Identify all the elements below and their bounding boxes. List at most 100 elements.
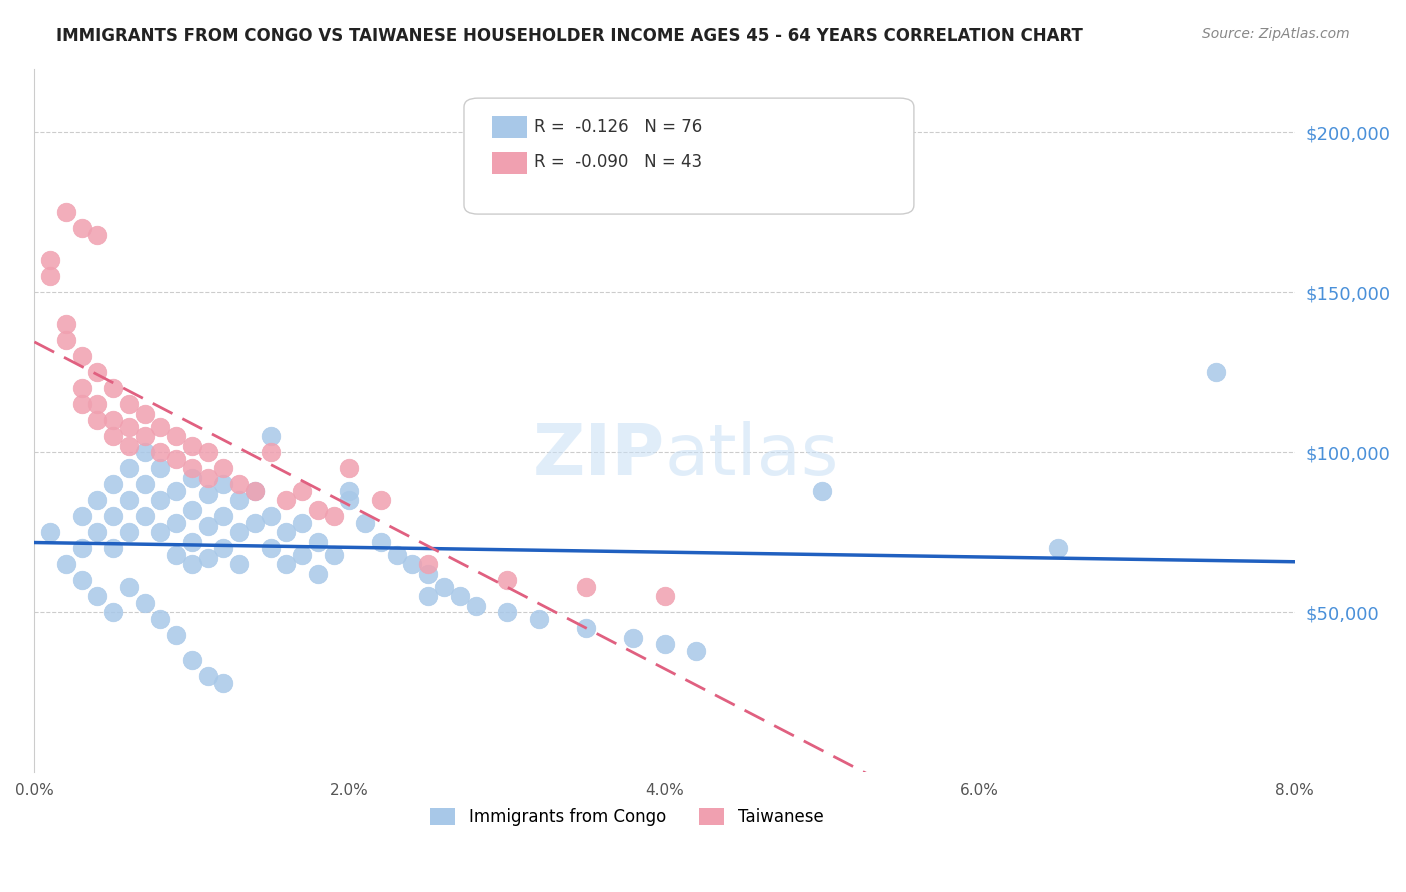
Point xyxy=(86,397,108,411)
Point xyxy=(654,637,676,651)
Point xyxy=(118,461,141,475)
Point xyxy=(118,397,141,411)
Point xyxy=(134,429,156,443)
Point xyxy=(243,483,266,498)
Point xyxy=(212,509,235,524)
Point xyxy=(118,525,141,540)
Point xyxy=(291,516,314,530)
Point xyxy=(165,451,187,466)
Point xyxy=(149,445,172,459)
Point xyxy=(228,477,250,491)
Point xyxy=(55,557,77,571)
Point xyxy=(339,493,361,508)
Point xyxy=(55,205,77,219)
Point xyxy=(418,589,440,603)
Point xyxy=(39,253,62,268)
Legend: Immigrants from Congo, Taiwanese: Immigrants from Congo, Taiwanese xyxy=(422,799,831,834)
Point xyxy=(165,548,187,562)
Point xyxy=(685,643,707,657)
Point xyxy=(276,557,298,571)
Point xyxy=(654,589,676,603)
Point xyxy=(86,493,108,508)
Point xyxy=(291,483,314,498)
Point xyxy=(70,221,93,235)
Point xyxy=(70,509,93,524)
Point xyxy=(149,461,172,475)
Point xyxy=(354,516,377,530)
Text: R =  -0.090   N = 43: R = -0.090 N = 43 xyxy=(534,153,703,171)
Point xyxy=(212,675,235,690)
Point xyxy=(86,589,108,603)
Point xyxy=(575,580,598,594)
Point xyxy=(181,461,204,475)
Text: IMMIGRANTS FROM CONGO VS TAIWANESE HOUSEHOLDER INCOME AGES 45 - 64 YEARS CORRELA: IMMIGRANTS FROM CONGO VS TAIWANESE HOUSE… xyxy=(56,27,1083,45)
Point xyxy=(181,439,204,453)
Point xyxy=(212,477,235,491)
Point xyxy=(86,525,108,540)
Text: R =  -0.126   N = 76: R = -0.126 N = 76 xyxy=(534,118,703,136)
Point xyxy=(101,381,124,395)
Point xyxy=(39,525,62,540)
Point xyxy=(228,525,250,540)
Point xyxy=(449,589,471,603)
Point xyxy=(101,477,124,491)
Point xyxy=(181,503,204,517)
Point xyxy=(307,534,329,549)
Point xyxy=(418,557,440,571)
Point xyxy=(181,557,204,571)
Point xyxy=(134,477,156,491)
Point xyxy=(1205,365,1227,379)
Point xyxy=(181,653,204,667)
Point xyxy=(385,548,408,562)
Point xyxy=(276,493,298,508)
Point xyxy=(149,493,172,508)
Point xyxy=(181,471,204,485)
Point xyxy=(370,534,392,549)
Point xyxy=(118,419,141,434)
Point xyxy=(165,627,187,641)
Point xyxy=(212,541,235,556)
Text: atlas: atlas xyxy=(665,421,839,490)
Point xyxy=(339,461,361,475)
Point xyxy=(134,509,156,524)
Point xyxy=(1047,541,1070,556)
Point xyxy=(197,445,219,459)
Point xyxy=(197,471,219,485)
Point xyxy=(322,548,344,562)
Point xyxy=(70,381,93,395)
Point xyxy=(291,548,314,562)
Point xyxy=(118,580,141,594)
Point xyxy=(260,445,283,459)
Point xyxy=(165,516,187,530)
Point xyxy=(86,227,108,242)
Point xyxy=(260,509,283,524)
Point xyxy=(243,483,266,498)
Text: Source: ZipAtlas.com: Source: ZipAtlas.com xyxy=(1202,27,1350,41)
Point xyxy=(165,429,187,443)
Point xyxy=(101,509,124,524)
Point xyxy=(433,580,456,594)
Point xyxy=(496,573,519,587)
Text: ZIP: ZIP xyxy=(533,421,665,490)
Point xyxy=(70,541,93,556)
Point xyxy=(86,413,108,427)
Point xyxy=(322,509,344,524)
Point xyxy=(86,365,108,379)
Point xyxy=(70,349,93,363)
Point xyxy=(260,541,283,556)
Point xyxy=(134,445,156,459)
Point xyxy=(55,318,77,332)
Point xyxy=(101,541,124,556)
Point xyxy=(621,631,644,645)
Point xyxy=(134,596,156,610)
Point xyxy=(70,573,93,587)
Point xyxy=(197,669,219,683)
Point xyxy=(339,483,361,498)
Point xyxy=(118,439,141,453)
Point xyxy=(149,525,172,540)
Point xyxy=(496,605,519,619)
Point xyxy=(197,550,219,565)
Point xyxy=(575,621,598,635)
Point xyxy=(276,525,298,540)
Point xyxy=(197,518,219,533)
